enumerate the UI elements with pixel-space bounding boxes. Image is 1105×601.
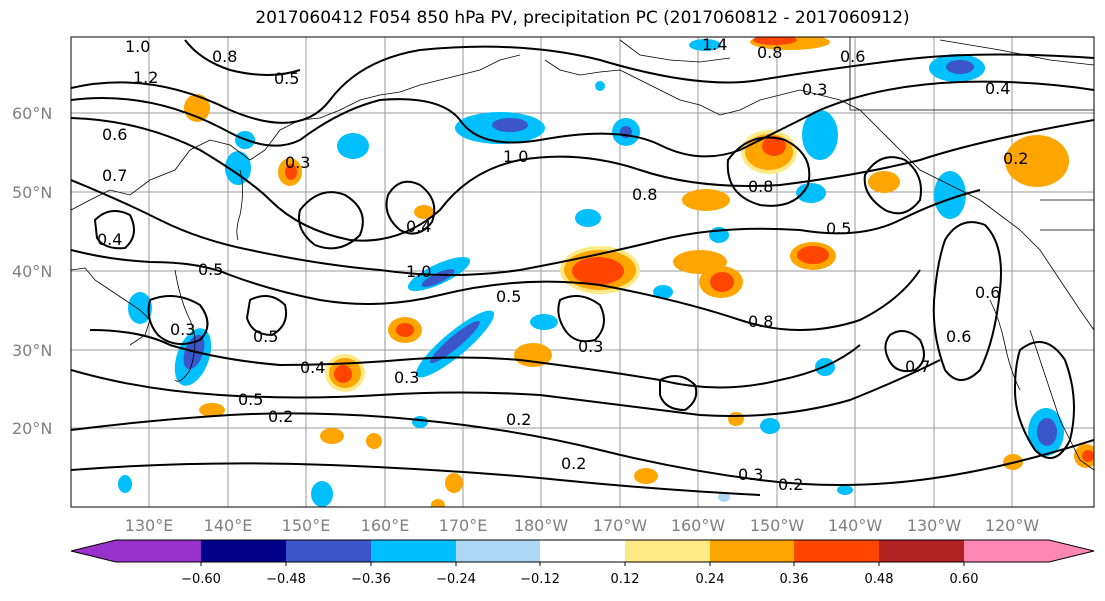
colorbar-tick-label: 0.60 bbox=[950, 572, 979, 587]
contour-label: 0.4 bbox=[406, 217, 431, 236]
contour-label: 0.6 bbox=[102, 125, 127, 144]
contour-label: 0.2 bbox=[561, 454, 586, 473]
colorbar-tick-label: −0.36 bbox=[351, 572, 391, 587]
contour-label: 0.2 bbox=[268, 407, 293, 426]
latitude-labels: 60°N 50°N 40°N 30°N 20°N bbox=[12, 104, 52, 438]
lon-label: 180°W bbox=[514, 516, 569, 535]
lat-label: 20°N bbox=[12, 419, 52, 438]
colorbar-tick-label: −0.12 bbox=[520, 572, 560, 587]
lon-label: 160°E bbox=[361, 516, 410, 535]
contour-label: 0.2 bbox=[778, 475, 803, 494]
contour-label: 0.2 bbox=[506, 410, 531, 429]
contour-label: 0.4 bbox=[985, 79, 1010, 98]
longitude-labels: 130°E 140°E 150°E 160°E 170°E 180°W 170°… bbox=[125, 516, 1040, 535]
contour-labels: 1.0 1.2 0.8 0.5 0.6 0.7 0.4 0.3 1.4 0.8 … bbox=[97, 35, 1028, 494]
colorbar-segment bbox=[540, 540, 626, 562]
contour-label: 0.6 bbox=[975, 283, 1000, 302]
colorbar-tick-label: 0.12 bbox=[611, 572, 640, 587]
colorbar-segment bbox=[710, 540, 795, 562]
lon-label: 150°W bbox=[750, 516, 805, 535]
colorbar-extend-low bbox=[71, 540, 116, 562]
colorbar-segment bbox=[794, 540, 880, 562]
lon-label: 130°E bbox=[125, 516, 174, 535]
colorbar-tick-label: 0.48 bbox=[865, 572, 894, 587]
plot-title: 2017060412 F054 850 hPa PV, precipitatio… bbox=[255, 8, 910, 28]
contour-label: 0.6 bbox=[946, 327, 971, 346]
lon-label: 160°W bbox=[671, 516, 726, 535]
map-frame bbox=[70, 36, 1095, 508]
lat-label: 60°N bbox=[12, 104, 52, 123]
contour-label: 0.3 bbox=[170, 320, 195, 339]
colorbar-outline bbox=[70, 539, 1095, 563]
colorbar-tick-label: −0.60 bbox=[181, 572, 221, 587]
colorbar-extend-high bbox=[1049, 540, 1094, 562]
lon-label: 120°W bbox=[985, 516, 1040, 535]
colorbar-tick-label: 0.24 bbox=[696, 572, 725, 587]
contour-label: 0.8 bbox=[632, 185, 657, 204]
lon-label: 130°W bbox=[907, 516, 962, 535]
colorbar-tick-labels: −0.60 −0.48 −0.36 −0.24 −0.12 0.12 0.24 … bbox=[181, 572, 978, 587]
colorbar-segment bbox=[116, 540, 202, 562]
colorbar-segment bbox=[456, 540, 541, 562]
contour-label: 0.5 bbox=[826, 219, 851, 238]
contour-label: 0.7 bbox=[102, 166, 127, 185]
lon-label: 140°E bbox=[204, 516, 253, 535]
colorbar-segment bbox=[371, 540, 457, 562]
contour-label: 0.4 bbox=[97, 230, 122, 249]
contour-label: 0.2 bbox=[1003, 149, 1028, 168]
colorbar-segment bbox=[964, 540, 1050, 562]
colorbar-ticks bbox=[200, 562, 965, 566]
contour-label: 0.3 bbox=[394, 368, 419, 387]
colorbar-tick-label: 0.36 bbox=[780, 572, 809, 587]
lon-label: 140°W bbox=[828, 516, 883, 535]
graticule bbox=[71, 37, 1094, 507]
colorbar-segment bbox=[879, 540, 965, 562]
contour-label: 0.5 bbox=[253, 327, 278, 346]
contour-label: 0.5 bbox=[198, 260, 223, 279]
contour-label: 0.5 bbox=[274, 69, 299, 88]
lat-label: 40°N bbox=[12, 262, 52, 281]
lon-label: 150°E bbox=[282, 516, 331, 535]
lat-label: 30°N bbox=[12, 341, 52, 360]
contour-label: 1.0 bbox=[125, 37, 150, 56]
contour-label: 0.8 bbox=[748, 177, 773, 196]
lon-label: 170°W bbox=[593, 516, 648, 535]
colorbar-segment bbox=[625, 540, 711, 562]
contour-label: 0.8 bbox=[212, 47, 237, 66]
colorbar-tick-label: −0.24 bbox=[436, 572, 476, 587]
colorbar-tick-label: −0.48 bbox=[266, 572, 306, 587]
contour-label: 1.0 bbox=[406, 262, 431, 281]
pv-contours bbox=[71, 39, 1094, 496]
lon-label: 170°E bbox=[439, 516, 488, 535]
contour-label: 0.5 bbox=[238, 390, 263, 409]
contour-label: 0.8 bbox=[757, 43, 782, 62]
colorbar: −0.60 −0.48 −0.36 −0.24 −0.12 0.12 0.24 … bbox=[70, 539, 1095, 587]
contour-label: 0.3 bbox=[802, 80, 827, 99]
contour-label: 0.3 bbox=[285, 153, 310, 172]
contour-label: 0.3 bbox=[738, 465, 763, 484]
colorbar-segment bbox=[201, 540, 287, 562]
contour-label: 1.4 bbox=[702, 35, 727, 54]
contour-label: 0.5 bbox=[496, 287, 521, 306]
contour-label: 0.8 bbox=[748, 312, 773, 331]
contour-label: 0.3 bbox=[578, 337, 603, 356]
precip-negative-areas bbox=[118, 39, 1064, 507]
contour-label: 0.4 bbox=[300, 358, 325, 377]
contour-label: 0.6 bbox=[840, 47, 865, 66]
contour-label: 1.0 bbox=[503, 147, 528, 166]
colorbar-segment bbox=[286, 540, 372, 562]
lat-label: 50°N bbox=[12, 183, 52, 202]
contour-label: 0.7 bbox=[905, 357, 930, 376]
contour-label: 1.2 bbox=[133, 68, 158, 87]
